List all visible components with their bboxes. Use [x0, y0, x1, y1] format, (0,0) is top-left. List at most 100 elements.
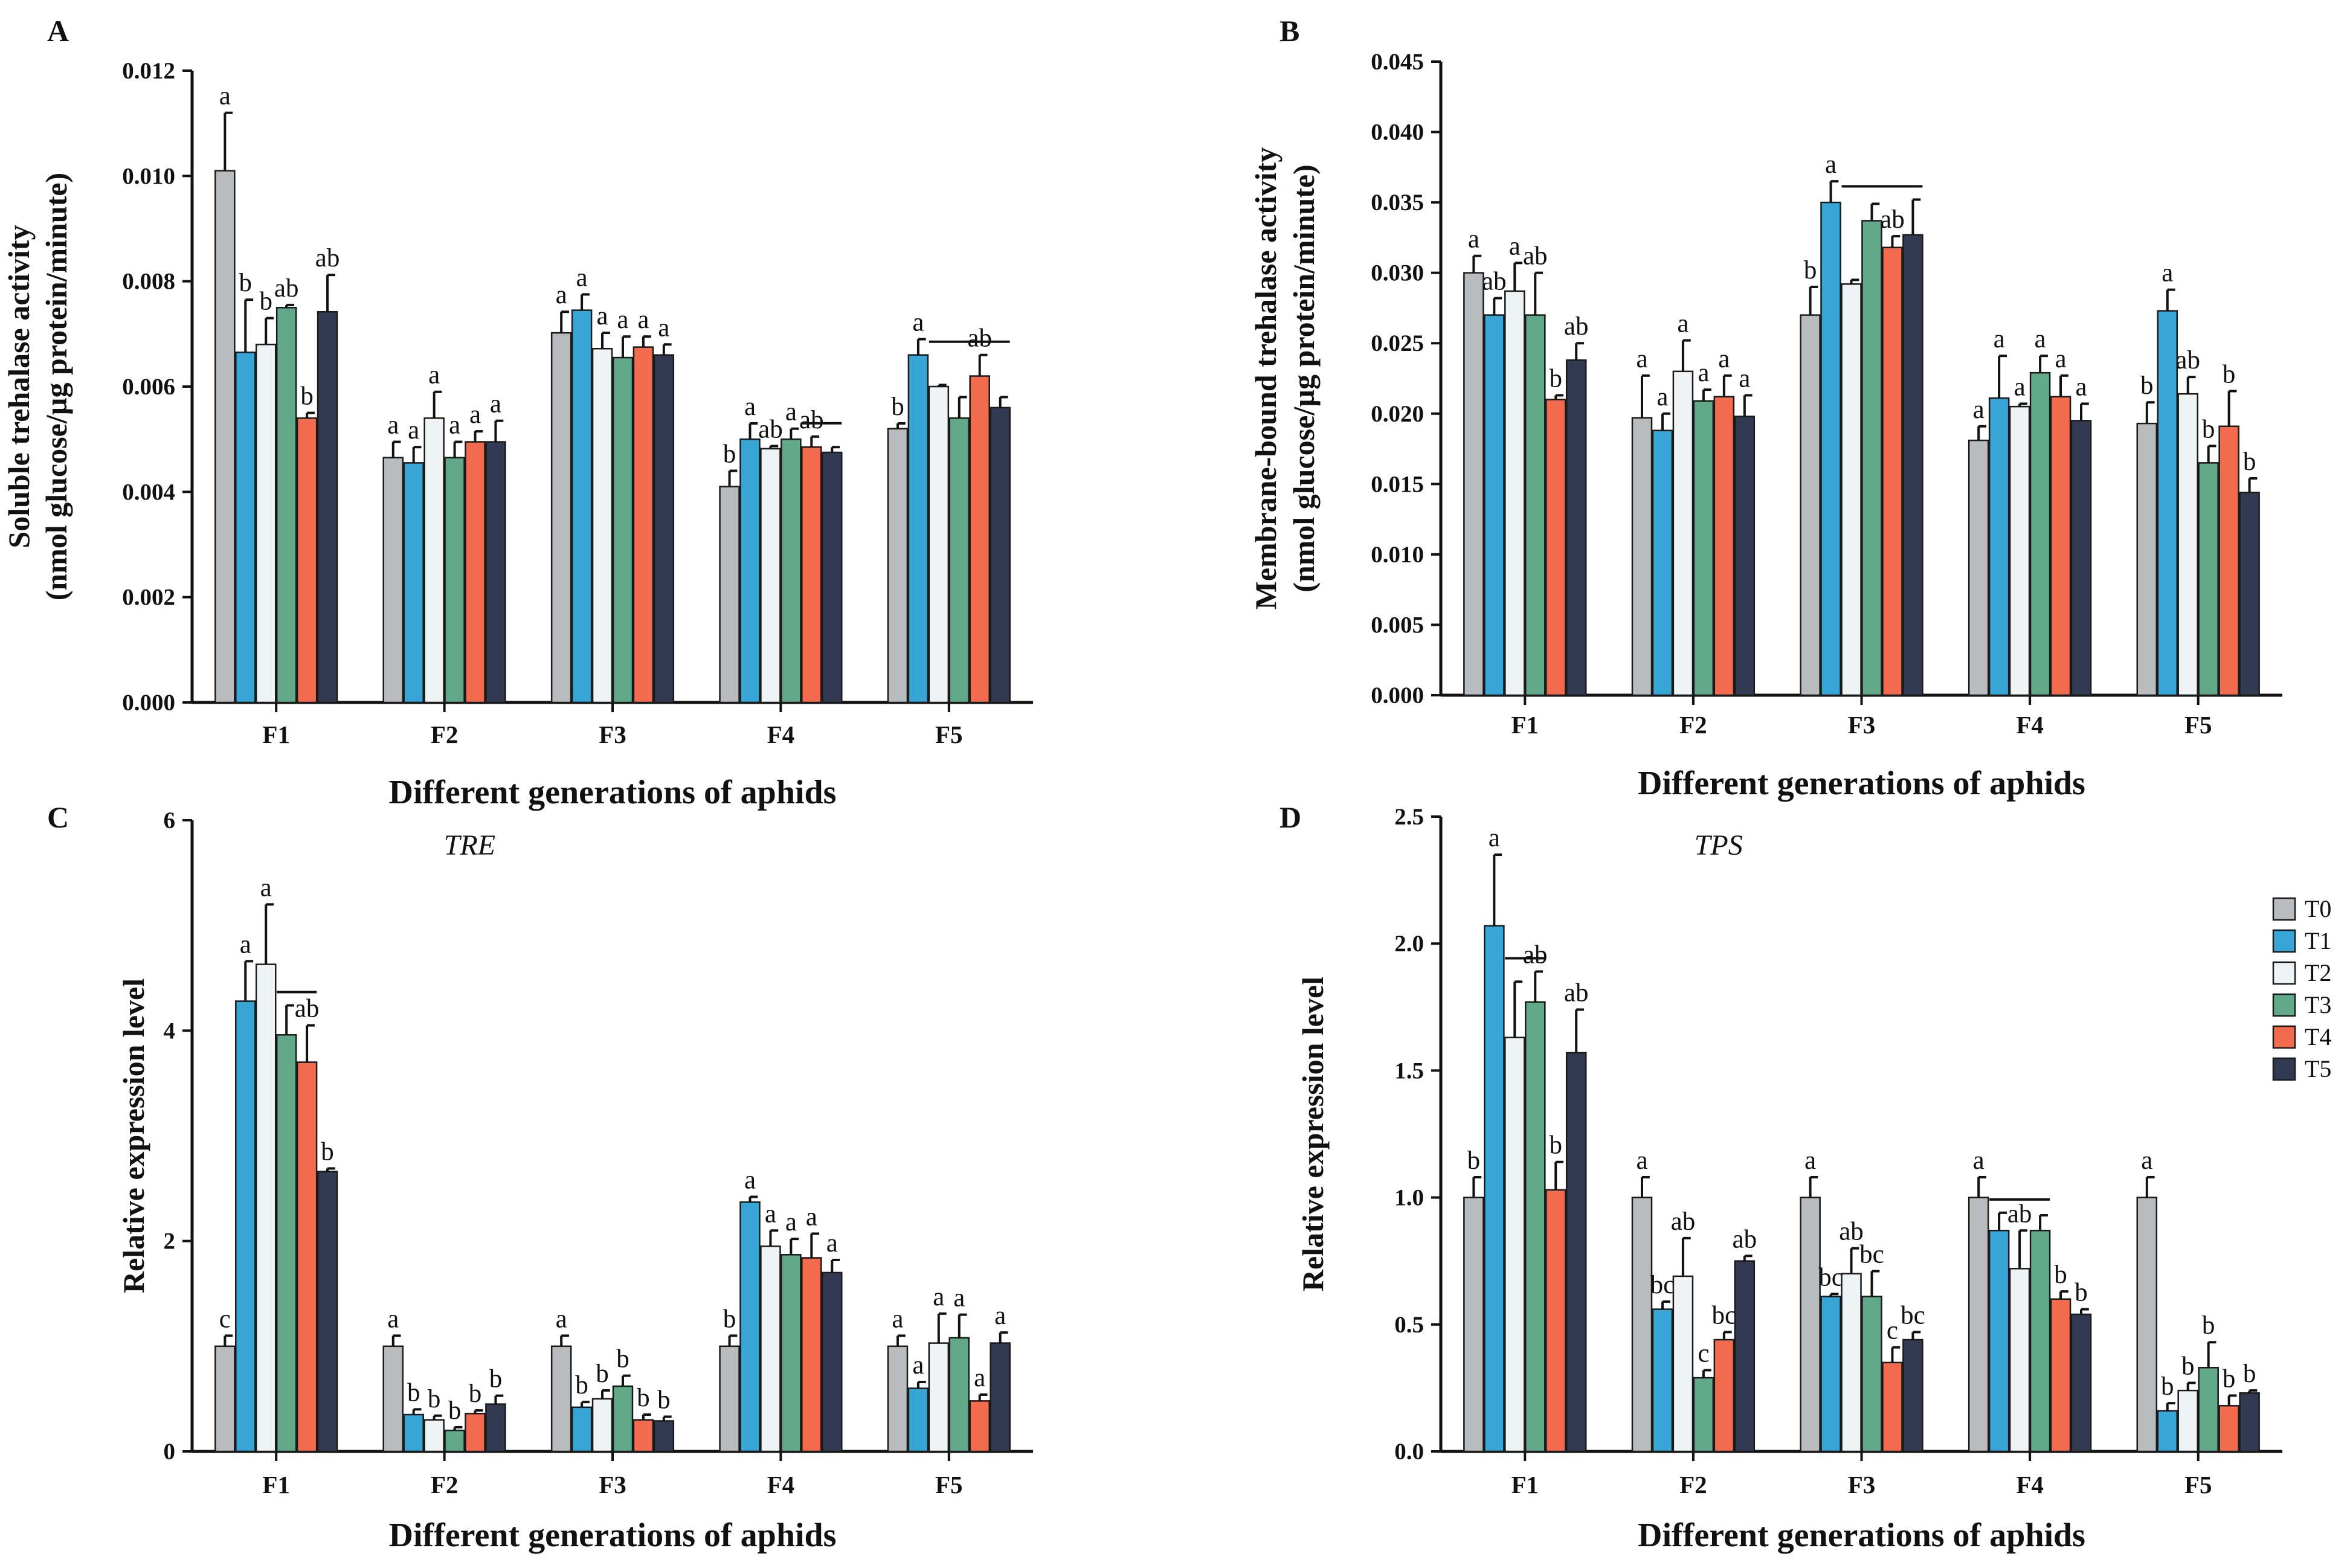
significance-letter: a: [2055, 345, 2066, 373]
category-label: F1: [1511, 1471, 1539, 1499]
significance-letter: a: [806, 1203, 817, 1231]
significance-letter: a: [1718, 345, 1730, 373]
panel-a: A 0.000 0.002 0.004 0.006 0.008 0.010 0.012 Solu…: [2, 14, 1033, 811]
significance-letter: b: [469, 1380, 482, 1408]
y-tick-label: 4: [164, 1018, 176, 1044]
bar-t2: [255, 344, 277, 704]
significance-letter: c: [1887, 1317, 1898, 1345]
y-axis-title: Relative expression level: [1296, 977, 1330, 1291]
significance-letter: a: [1804, 1146, 1816, 1175]
bar-t3: [612, 1385, 634, 1453]
bar-t3: [612, 356, 634, 704]
bar-t5: [1565, 1052, 1587, 1453]
category-label: F2: [1679, 1471, 1707, 1499]
legend: T0 T1 T2 T3 T4 T5: [2272, 895, 2331, 1082]
y-tick-label: 1.5: [1394, 1058, 1424, 1084]
bar-t0: [1631, 417, 1653, 696]
significance-letter: a: [387, 1305, 399, 1333]
significance-letter: a: [1656, 383, 1668, 411]
significance-letter: bc: [1818, 1263, 1843, 1291]
bar-t5: [317, 1171, 338, 1453]
bar-t2: [760, 1245, 781, 1453]
significance-letter: a: [576, 263, 588, 292]
bar-t4: [1882, 1361, 1903, 1453]
bar-t2: [1841, 283, 1862, 696]
significance-letter: b: [489, 1365, 503, 1393]
bar-t2: [760, 448, 781, 704]
bar-t0: [1800, 314, 1821, 696]
y-axis-title: Soluble trehalase activity: [2, 225, 36, 548]
category-label: F5: [2184, 1471, 2212, 1499]
significance-letter: c: [219, 1305, 231, 1333]
significance-letter: ab: [799, 406, 824, 434]
bar-t3: [1693, 1377, 1714, 1453]
bar-t2: [591, 1398, 613, 1453]
bar-t2: [423, 1419, 445, 1453]
significance-letter: ab: [274, 274, 299, 303]
significance-letter: a: [2035, 325, 2046, 353]
bar-t4: [2218, 1405, 2239, 1453]
bar-t1: [1820, 201, 1841, 696]
category-label: F5: [935, 1471, 963, 1499]
significance-letter: b: [575, 1371, 588, 1399]
significance-letter: b: [2243, 1360, 2256, 1388]
y-tick-label: 0.030: [1371, 260, 1424, 286]
bar-t4: [1713, 1338, 1735, 1453]
legend-swatch-t2: [2272, 961, 2296, 985]
significance-letter: a: [449, 411, 460, 440]
bar-t3: [1693, 400, 1714, 696]
y-tick-label: 0.012: [122, 58, 175, 84]
bar-t0: [887, 1345, 909, 1453]
significance-letter: a: [490, 390, 501, 419]
category-label: F1: [1511, 711, 1539, 739]
bar-t0: [214, 170, 236, 704]
significance-letter: ab: [1733, 1225, 1757, 1253]
significance-letter: a: [2141, 1146, 2152, 1175]
category-label: F5: [935, 721, 963, 748]
significance-letter: b: [2161, 1372, 2174, 1401]
bar-t2: [2009, 1268, 2030, 1453]
significance-letter: b: [723, 440, 736, 468]
significance-letter: ab: [1523, 940, 1548, 969]
bar-t5: [1902, 234, 1923, 696]
significance-letter: a: [596, 302, 608, 330]
significance-letter: b: [428, 1385, 441, 1413]
bar-t4: [801, 446, 822, 704]
bar-t2: [1672, 1275, 1694, 1453]
bar-t3: [444, 1429, 465, 1453]
significance-letter: ab: [1671, 1207, 1696, 1236]
y-tick-label: 2: [164, 1229, 176, 1255]
significance-letter: a: [785, 1208, 797, 1236]
panel-letter: B: [1280, 14, 1299, 48]
significance-letter: a: [785, 398, 797, 426]
bar-t4: [1713, 396, 1735, 696]
bar-t5: [485, 1403, 506, 1453]
significance-letter: a: [1825, 150, 1837, 179]
y-tick-label: 2.5: [1394, 804, 1424, 830]
significance-letter: a: [1677, 310, 1688, 338]
significance-letter: bc: [1650, 1271, 1675, 1299]
x-axis-title: Different generations of aphids: [389, 1517, 837, 1554]
significance-letter: a: [387, 411, 399, 440]
y-tick-label: 2.0: [1394, 931, 1424, 957]
bar-t3: [1861, 220, 1882, 696]
significance-letter: bc: [1901, 1301, 1925, 1329]
bar-t4: [1882, 246, 1903, 696]
y-tick-label: 0.020: [1371, 401, 1424, 427]
significance-letter: a: [933, 1283, 944, 1311]
significance-letter: ab: [1839, 1218, 1864, 1246]
bar-t2: [255, 963, 277, 1453]
y-tick-label: 0.005: [1371, 612, 1424, 638]
bar-t1: [2157, 1410, 2178, 1453]
legend-label-t5: T5: [2305, 1055, 2331, 1082]
significance-letter: a: [974, 1364, 985, 1392]
significance-letter: a: [2014, 373, 2026, 401]
bar-t1: [1652, 429, 1673, 696]
significance-letter: b: [2243, 448, 2256, 476]
significance-letter: b: [2181, 1352, 2195, 1380]
chart-subtitle: TRE: [444, 829, 495, 861]
significance-letter: ab: [1523, 242, 1548, 271]
legend-label-t0: T0: [2305, 895, 2331, 922]
bar-t1: [1988, 1230, 2010, 1453]
y-tick-label: 0.002: [122, 585, 175, 611]
